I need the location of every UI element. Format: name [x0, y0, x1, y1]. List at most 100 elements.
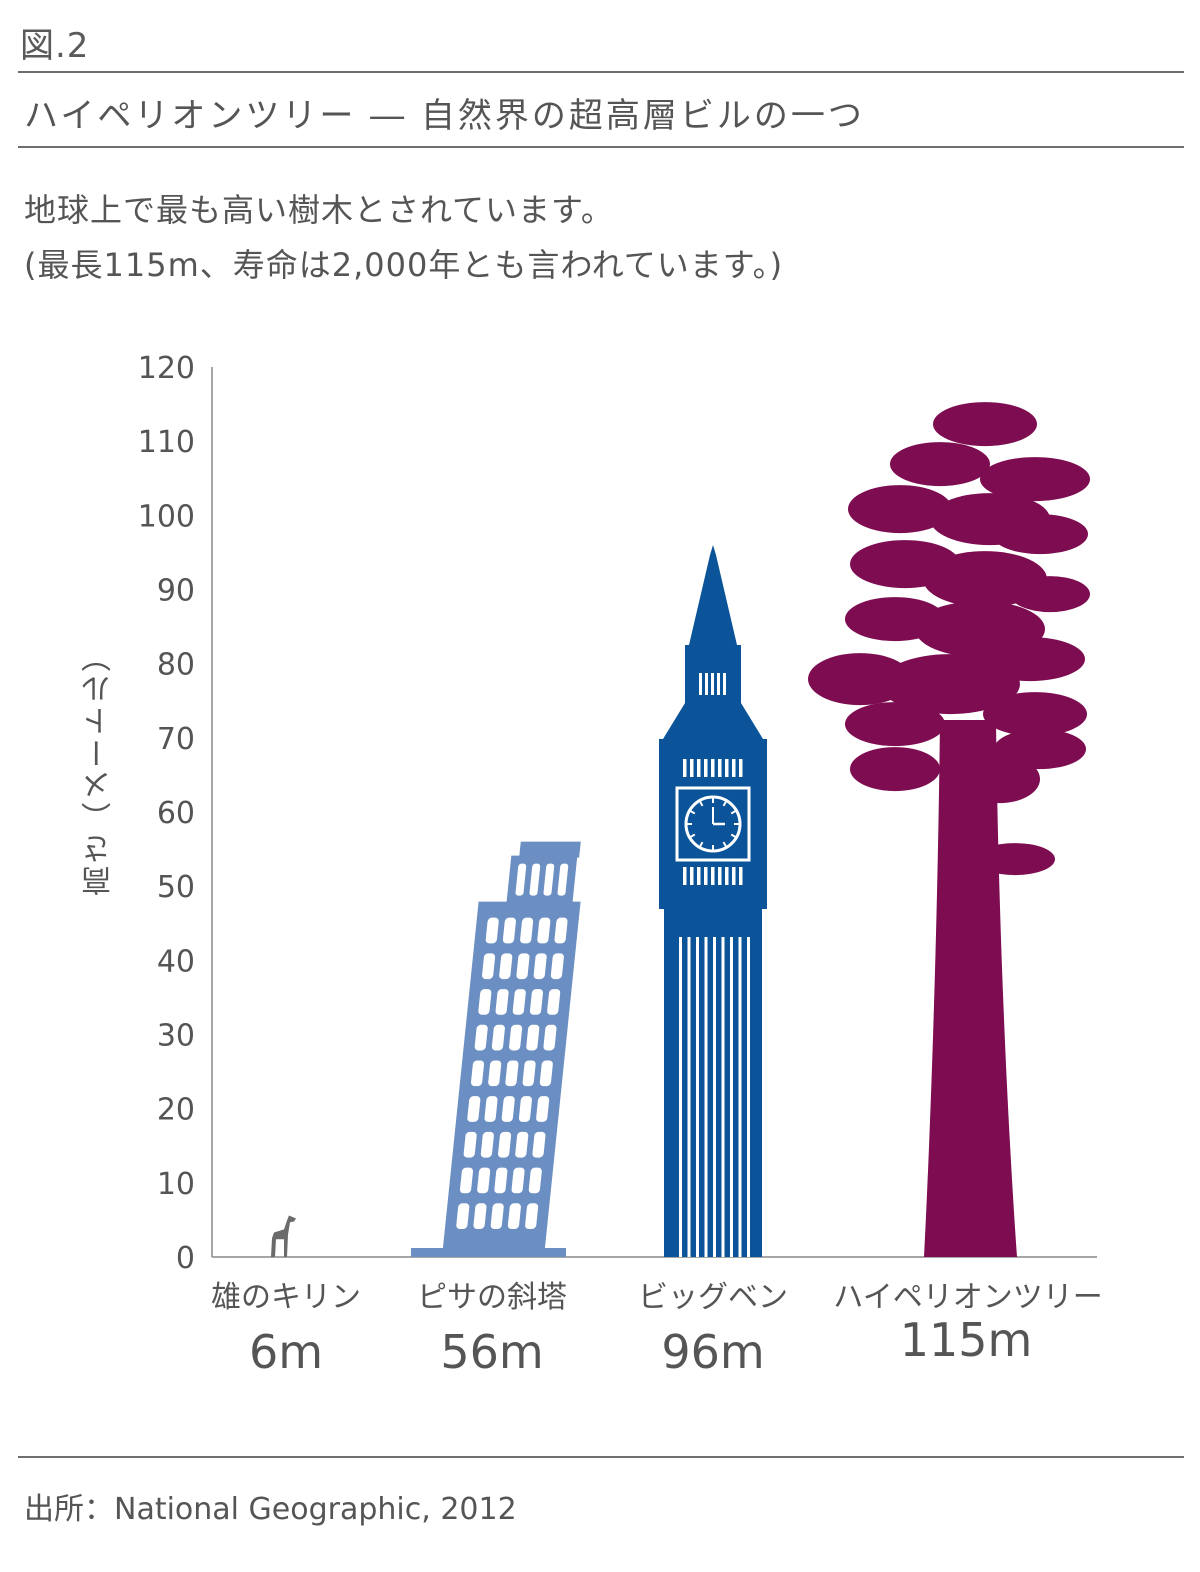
pisa-window: [529, 989, 544, 1015]
pisa-window: [525, 1203, 539, 1229]
pisa-tower-body: [442, 841, 581, 1249]
tree-foliage: [880, 654, 1020, 715]
pisa-window: [478, 989, 492, 1015]
figure-label: 図.2: [20, 26, 90, 66]
data-value-label: 115m: [900, 1313, 1033, 1367]
top-rule: [18, 71, 1184, 73]
pisa-window: [511, 1167, 525, 1194]
tree-foliage: [848, 485, 952, 534]
pisa-window: [474, 1024, 488, 1051]
pisa-window: [484, 1096, 498, 1122]
pisa-window: [536, 1096, 550, 1122]
pisa-window: [459, 1167, 474, 1194]
bigben-lantern-slot: [717, 673, 720, 695]
bigben-clock-tick: [699, 800, 704, 807]
bar-tree-icon: [808, 402, 1090, 1257]
bigben-lower-slot: [683, 867, 687, 885]
pisa-base: [411, 1248, 566, 1257]
pisa-window: [543, 1024, 557, 1051]
pisa-window: [516, 953, 530, 980]
y-tick-label: 100: [138, 499, 195, 534]
bigben-belfry-slot: [690, 759, 694, 777]
bigben-lower-slot: [739, 867, 743, 885]
pisa-window: [507, 1203, 521, 1229]
bottom-rule: [18, 1456, 1184, 1458]
bar-clock-tower-icon: [659, 545, 767, 1257]
pisa-window: [477, 1167, 491, 1194]
bigben-shaft-line: [738, 937, 742, 1257]
bigben-lantern-slot: [705, 673, 708, 695]
bigben-belfry-slot: [697, 759, 701, 777]
bigben-shaft-line: [704, 937, 708, 1257]
bigben-clock-frame: [675, 786, 751, 862]
pisa-window: [518, 1096, 532, 1122]
bigben-lower-slot: [697, 867, 701, 885]
y-tick-label: 80: [157, 648, 195, 683]
pisa-belfry-window: [557, 863, 569, 896]
x-category-label: 雄のキリン: [211, 1280, 361, 1315]
chart-title: ハイペリオンツリー ― 自然界の超高層ビルの一つ: [24, 96, 865, 136]
pisa-window: [512, 989, 526, 1015]
pisa-window: [533, 953, 547, 980]
bigben-shaft-line: [696, 937, 699, 1257]
bigben-clock-tick: [730, 810, 737, 815]
bigben-belfry-slot: [732, 759, 736, 777]
y-tick-label: 10: [157, 1167, 195, 1202]
y-axis-title: 高さ（メートル）: [82, 640, 117, 896]
pisa-belfry-window: [543, 863, 555, 896]
y-tick-label: 60: [157, 796, 195, 831]
bigben-lantern-slot: [723, 673, 726, 695]
bigben-clock-tick: [722, 841, 727, 848]
bigben-lower-slot: [704, 867, 708, 885]
tree-foliage: [975, 843, 1055, 876]
pisa-window: [515, 1131, 529, 1158]
tree-foliage: [890, 442, 990, 487]
pisa-window: [509, 1024, 523, 1051]
title-rule: [18, 146, 1184, 148]
description-line-2: (最長115m、寿命は2,000年とも言われています。): [24, 246, 784, 284]
pisa-window: [463, 1131, 477, 1158]
bigben-shaft-line: [721, 937, 725, 1257]
pisa-window: [495, 989, 509, 1015]
tree-foliage: [845, 702, 945, 747]
bigben-belfry-slot: [683, 759, 687, 777]
bigben-clock-tick: [689, 833, 696, 838]
pisa-window: [494, 1167, 508, 1194]
pisa-window: [488, 1060, 502, 1087]
bigben-lower-slot: [732, 867, 736, 885]
tree-foliage: [850, 747, 940, 792]
pisa-window: [490, 1203, 504, 1229]
data-value-label: 96m: [661, 1325, 764, 1379]
pisa-cap: [519, 841, 581, 858]
pisa-window: [554, 917, 568, 944]
y-tick-label: 20: [157, 1093, 195, 1128]
pisa-window: [539, 1060, 553, 1087]
x-category-label: ピサの斜塔: [417, 1280, 567, 1315]
bar-leaning-tower-icon: [411, 841, 581, 1257]
bigben-belfry-slot: [739, 759, 743, 777]
bigben-spire: [689, 545, 737, 645]
y-tick-label: 0: [176, 1241, 195, 1276]
pisa-window: [537, 917, 551, 944]
tree-foliage: [960, 755, 1040, 804]
pisa-window: [522, 1060, 536, 1087]
tree-foliage: [933, 402, 1037, 447]
bigben-shaft-line: [713, 937, 716, 1257]
tree-foliage: [983, 692, 1087, 737]
data-value-label: 6m: [249, 1325, 323, 1379]
pisa-window: [470, 1060, 485, 1087]
data-value-label: 56m: [440, 1325, 543, 1379]
bigben-belfry-slot: [704, 759, 708, 777]
pisa-window: [499, 953, 513, 980]
pisa-window: [473, 1203, 487, 1229]
pisa-belfry-window: [529, 863, 541, 896]
bigben-clock-face: [684, 795, 742, 853]
pisa-window: [532, 1131, 546, 1158]
x-category-label: ハイペリオンツリー: [833, 1280, 1102, 1315]
pisa-window: [501, 1096, 515, 1122]
y-tick-label: 120: [138, 351, 195, 386]
tree-foliage: [1010, 576, 1090, 613]
pisa-window: [502, 917, 516, 944]
bigben-roof: [663, 703, 763, 739]
bigben-shaft-line: [747, 937, 750, 1257]
